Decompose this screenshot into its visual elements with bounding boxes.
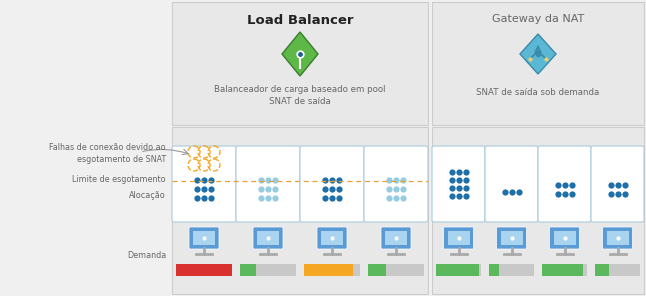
FancyBboxPatch shape — [300, 146, 364, 222]
Bar — [368, 264, 386, 276]
Bar — [385, 231, 407, 245]
Bar — [172, 127, 428, 294]
Bar — [257, 231, 279, 245]
Text: Gateway da NAT: Gateway da NAT — [492, 14, 584, 24]
Bar — [176, 264, 232, 276]
Text: Limite de esgotamento: Limite de esgotamento — [72, 176, 166, 184]
Text: SNAT de saída sob demanda: SNAT de saída sob demanda — [476, 88, 599, 97]
Bar — [542, 264, 583, 276]
Bar — [321, 231, 343, 245]
FancyBboxPatch shape — [485, 146, 538, 222]
Bar — [432, 2, 644, 125]
Bar — [583, 264, 587, 276]
FancyBboxPatch shape — [550, 227, 579, 249]
Bar — [240, 264, 256, 276]
Bar — [304, 264, 353, 276]
Bar — [595, 264, 609, 276]
Bar — [193, 231, 215, 245]
Text: Balanceador de carga baseado em pool: Balanceador de carga baseado em pool — [214, 85, 386, 94]
Bar — [386, 264, 424, 276]
Polygon shape — [520, 34, 556, 74]
Text: Alocação: Alocação — [129, 192, 166, 200]
Bar — [609, 264, 640, 276]
Text: Falhas de conexão devido ao
esgotamento de SNAT: Falhas de conexão devido ao esgotamento … — [49, 143, 166, 165]
FancyBboxPatch shape — [444, 227, 474, 249]
Bar — [554, 231, 576, 245]
Bar — [256, 264, 296, 276]
FancyBboxPatch shape — [364, 146, 428, 222]
Bar — [436, 264, 479, 276]
FancyBboxPatch shape — [172, 146, 236, 222]
Text: Demanda: Demanda — [127, 250, 166, 260]
Bar — [489, 264, 499, 276]
FancyBboxPatch shape — [497, 227, 526, 249]
FancyBboxPatch shape — [236, 146, 300, 222]
Bar — [501, 231, 523, 245]
Bar — [607, 231, 629, 245]
Text: Load Balancer: Load Balancer — [247, 14, 353, 27]
Text: SNAT de saída: SNAT de saída — [269, 97, 331, 106]
FancyBboxPatch shape — [603, 227, 632, 249]
Polygon shape — [282, 32, 318, 76]
Bar — [479, 264, 481, 276]
Bar — [172, 2, 428, 125]
FancyBboxPatch shape — [253, 227, 283, 249]
FancyBboxPatch shape — [317, 227, 347, 249]
FancyBboxPatch shape — [381, 227, 411, 249]
FancyBboxPatch shape — [538, 146, 591, 222]
FancyBboxPatch shape — [189, 227, 219, 249]
Bar — [353, 264, 360, 276]
Bar — [499, 264, 534, 276]
Bar — [432, 127, 644, 294]
FancyBboxPatch shape — [432, 146, 485, 222]
FancyBboxPatch shape — [591, 146, 644, 222]
Bar — [448, 231, 470, 245]
